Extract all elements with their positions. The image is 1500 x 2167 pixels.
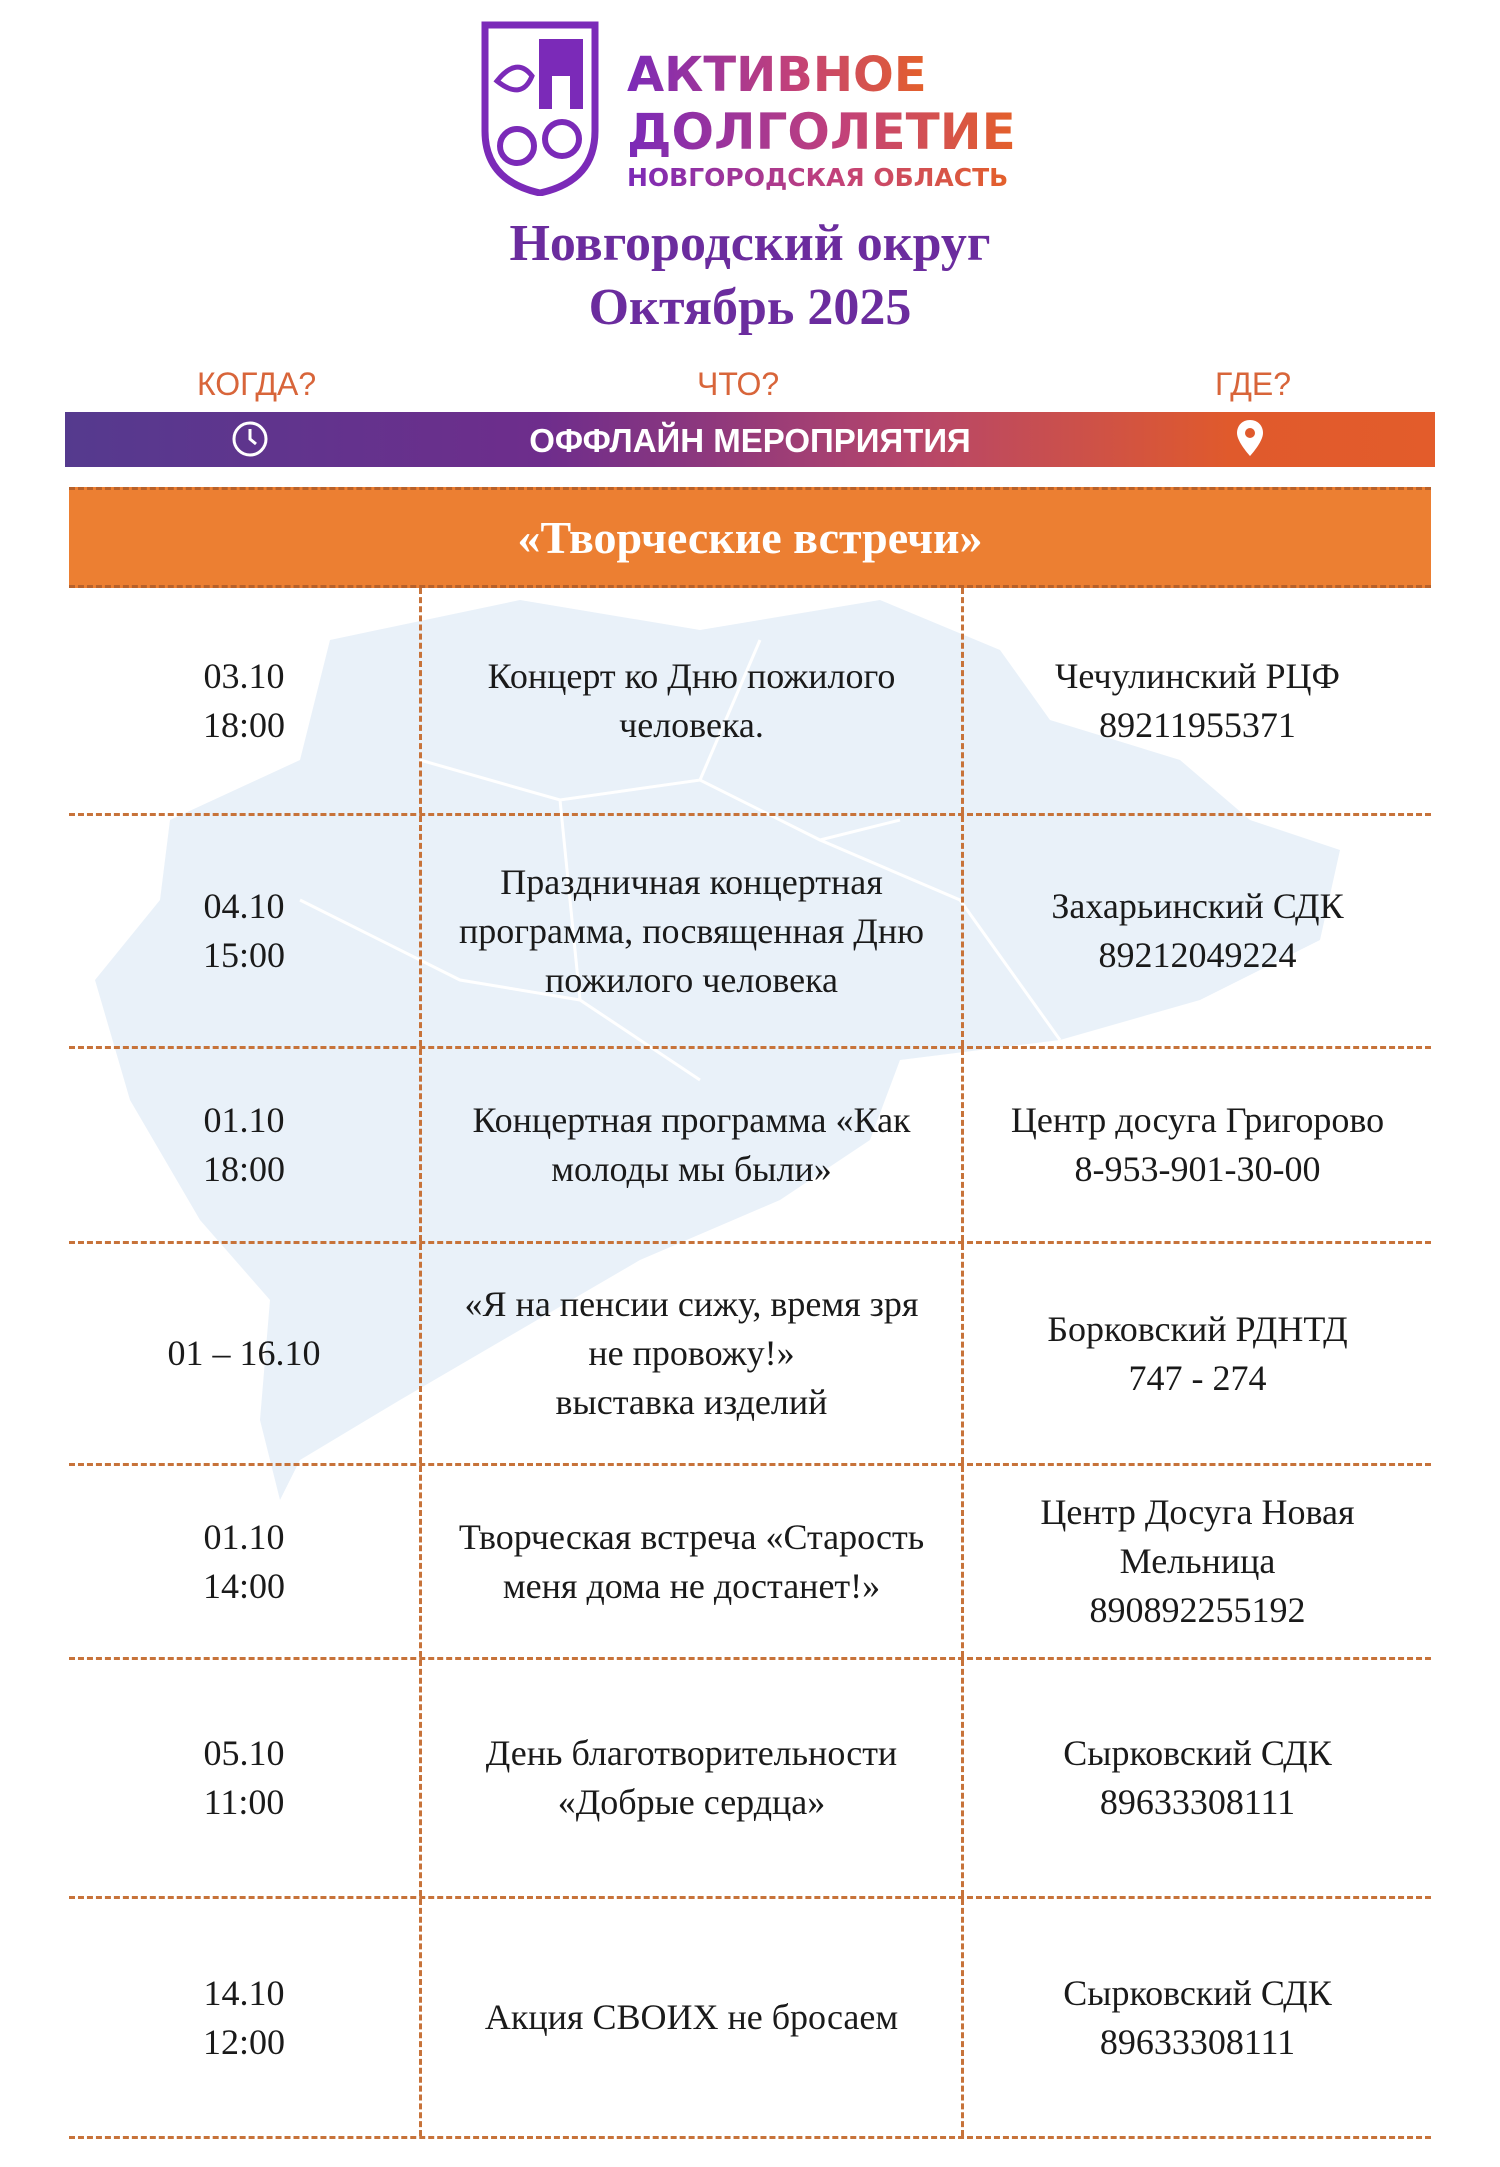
offline-events-banner: ОФФЛАЙН МЕРОПРИЯТИЯ (65, 412, 1435, 467)
logo-emblem-icon (481, 21, 599, 196)
event-date-time: 01.10 14:00 (202, 1516, 285, 1606)
column-label-when: КОГДА? (197, 366, 317, 402)
event-title: День благотворительности «Добрые сердца» (419, 1660, 964, 1896)
section-title: «Творческие встречи» (69, 487, 1431, 588)
event-title: «Я на пенсии сижу, время зря не провожу!… (419, 1244, 964, 1463)
event-date-time: 01 – 16.10 (167, 1333, 321, 1373)
event-date-time: 04.10 15:00 (202, 886, 285, 975)
map-pin-icon (1237, 420, 1263, 456)
table-row: 01 – 16.10 «Я на пенсии сижу, время зря н… (69, 1244, 1431, 1466)
event-title: Акция СВОИХ не бросаем (419, 1899, 964, 2136)
table-row: 04.10 15:00 Праздничная концертная програ… (69, 816, 1431, 1049)
event-date-time: 05.10 11:00 (203, 1733, 285, 1822)
column-label-what: ЧТО? (697, 366, 780, 402)
event-date-time: 03.10 18:00 (202, 655, 285, 745)
logo: АКТИВНОЕ ДОЛГОЛЕТИЕ НОВГОРОДСКАЯ ОБЛАСТЬ (477, 21, 1037, 196)
event-date-time: 14.10 12:00 (202, 1972, 285, 2062)
event-location: Захарьинский СДК 89212049224 (1051, 886, 1344, 975)
table-row: 01.10 18:00 Концертная программа «Как мол… (69, 1049, 1431, 1244)
logo-text-line3: НОВГОРОДСКАЯ ОБЛАСТЬ (627, 163, 1009, 192)
table-row: 01.10 14:00 Творческая встреча «Старость … (69, 1466, 1431, 1660)
event-location: Центр досуга Григорово 8-953-901-30-00 (1010, 1100, 1385, 1189)
event-location: Чечулинский РЦФ 89211955371 (1055, 655, 1340, 745)
table-row: 05.10 11:00 День благотворительности «Доб… (69, 1660, 1431, 1899)
event-date-time: 01.10 18:00 (202, 1100, 285, 1189)
event-location: Сырковский СДК 89633308111 (1063, 1972, 1332, 2062)
page-title: Новгородский округ (509, 215, 991, 272)
event-location: Центр Досуга Новая Мельница 890892255192 (1040, 1492, 1355, 1630)
event-title: Творческая встреча «Старость меня дома н… (419, 1466, 964, 1657)
event-title: Праздничная концертная программа, посвящ… (419, 816, 964, 1046)
page-subtitle-month: Октябрь 2025 (588, 279, 912, 336)
table-row: 03.10 18:00 Концерт ко Дню пожилого челов… (69, 588, 1431, 816)
event-title: Концерт ко Дню пожилого человека. (419, 588, 964, 813)
event-title: Концертная программа «Как молоды мы были… (419, 1049, 964, 1241)
event-location: Борковский РДНТД 747 - 274 (1047, 1308, 1348, 1398)
clock-icon (232, 421, 268, 457)
banner-label: ОФФЛАЙН МЕРОПРИЯТИЯ (529, 422, 971, 459)
table-row: 14.10 12:00 Акция СВОИХ не бросаем Сырковс… (69, 1899, 1431, 2139)
column-label-where: ГДЕ? (1215, 366, 1291, 402)
logo-text-line2: ДОЛГОЛЕТИЕ (627, 103, 1016, 161)
logo-text-line1: АКТИВНОЕ (627, 47, 927, 103)
event-location: Сырковский СДК 89633308111 (1063, 1733, 1332, 1822)
events-table: 03.10 18:00 Концерт ко Дню пожилого челов… (69, 588, 1431, 2139)
